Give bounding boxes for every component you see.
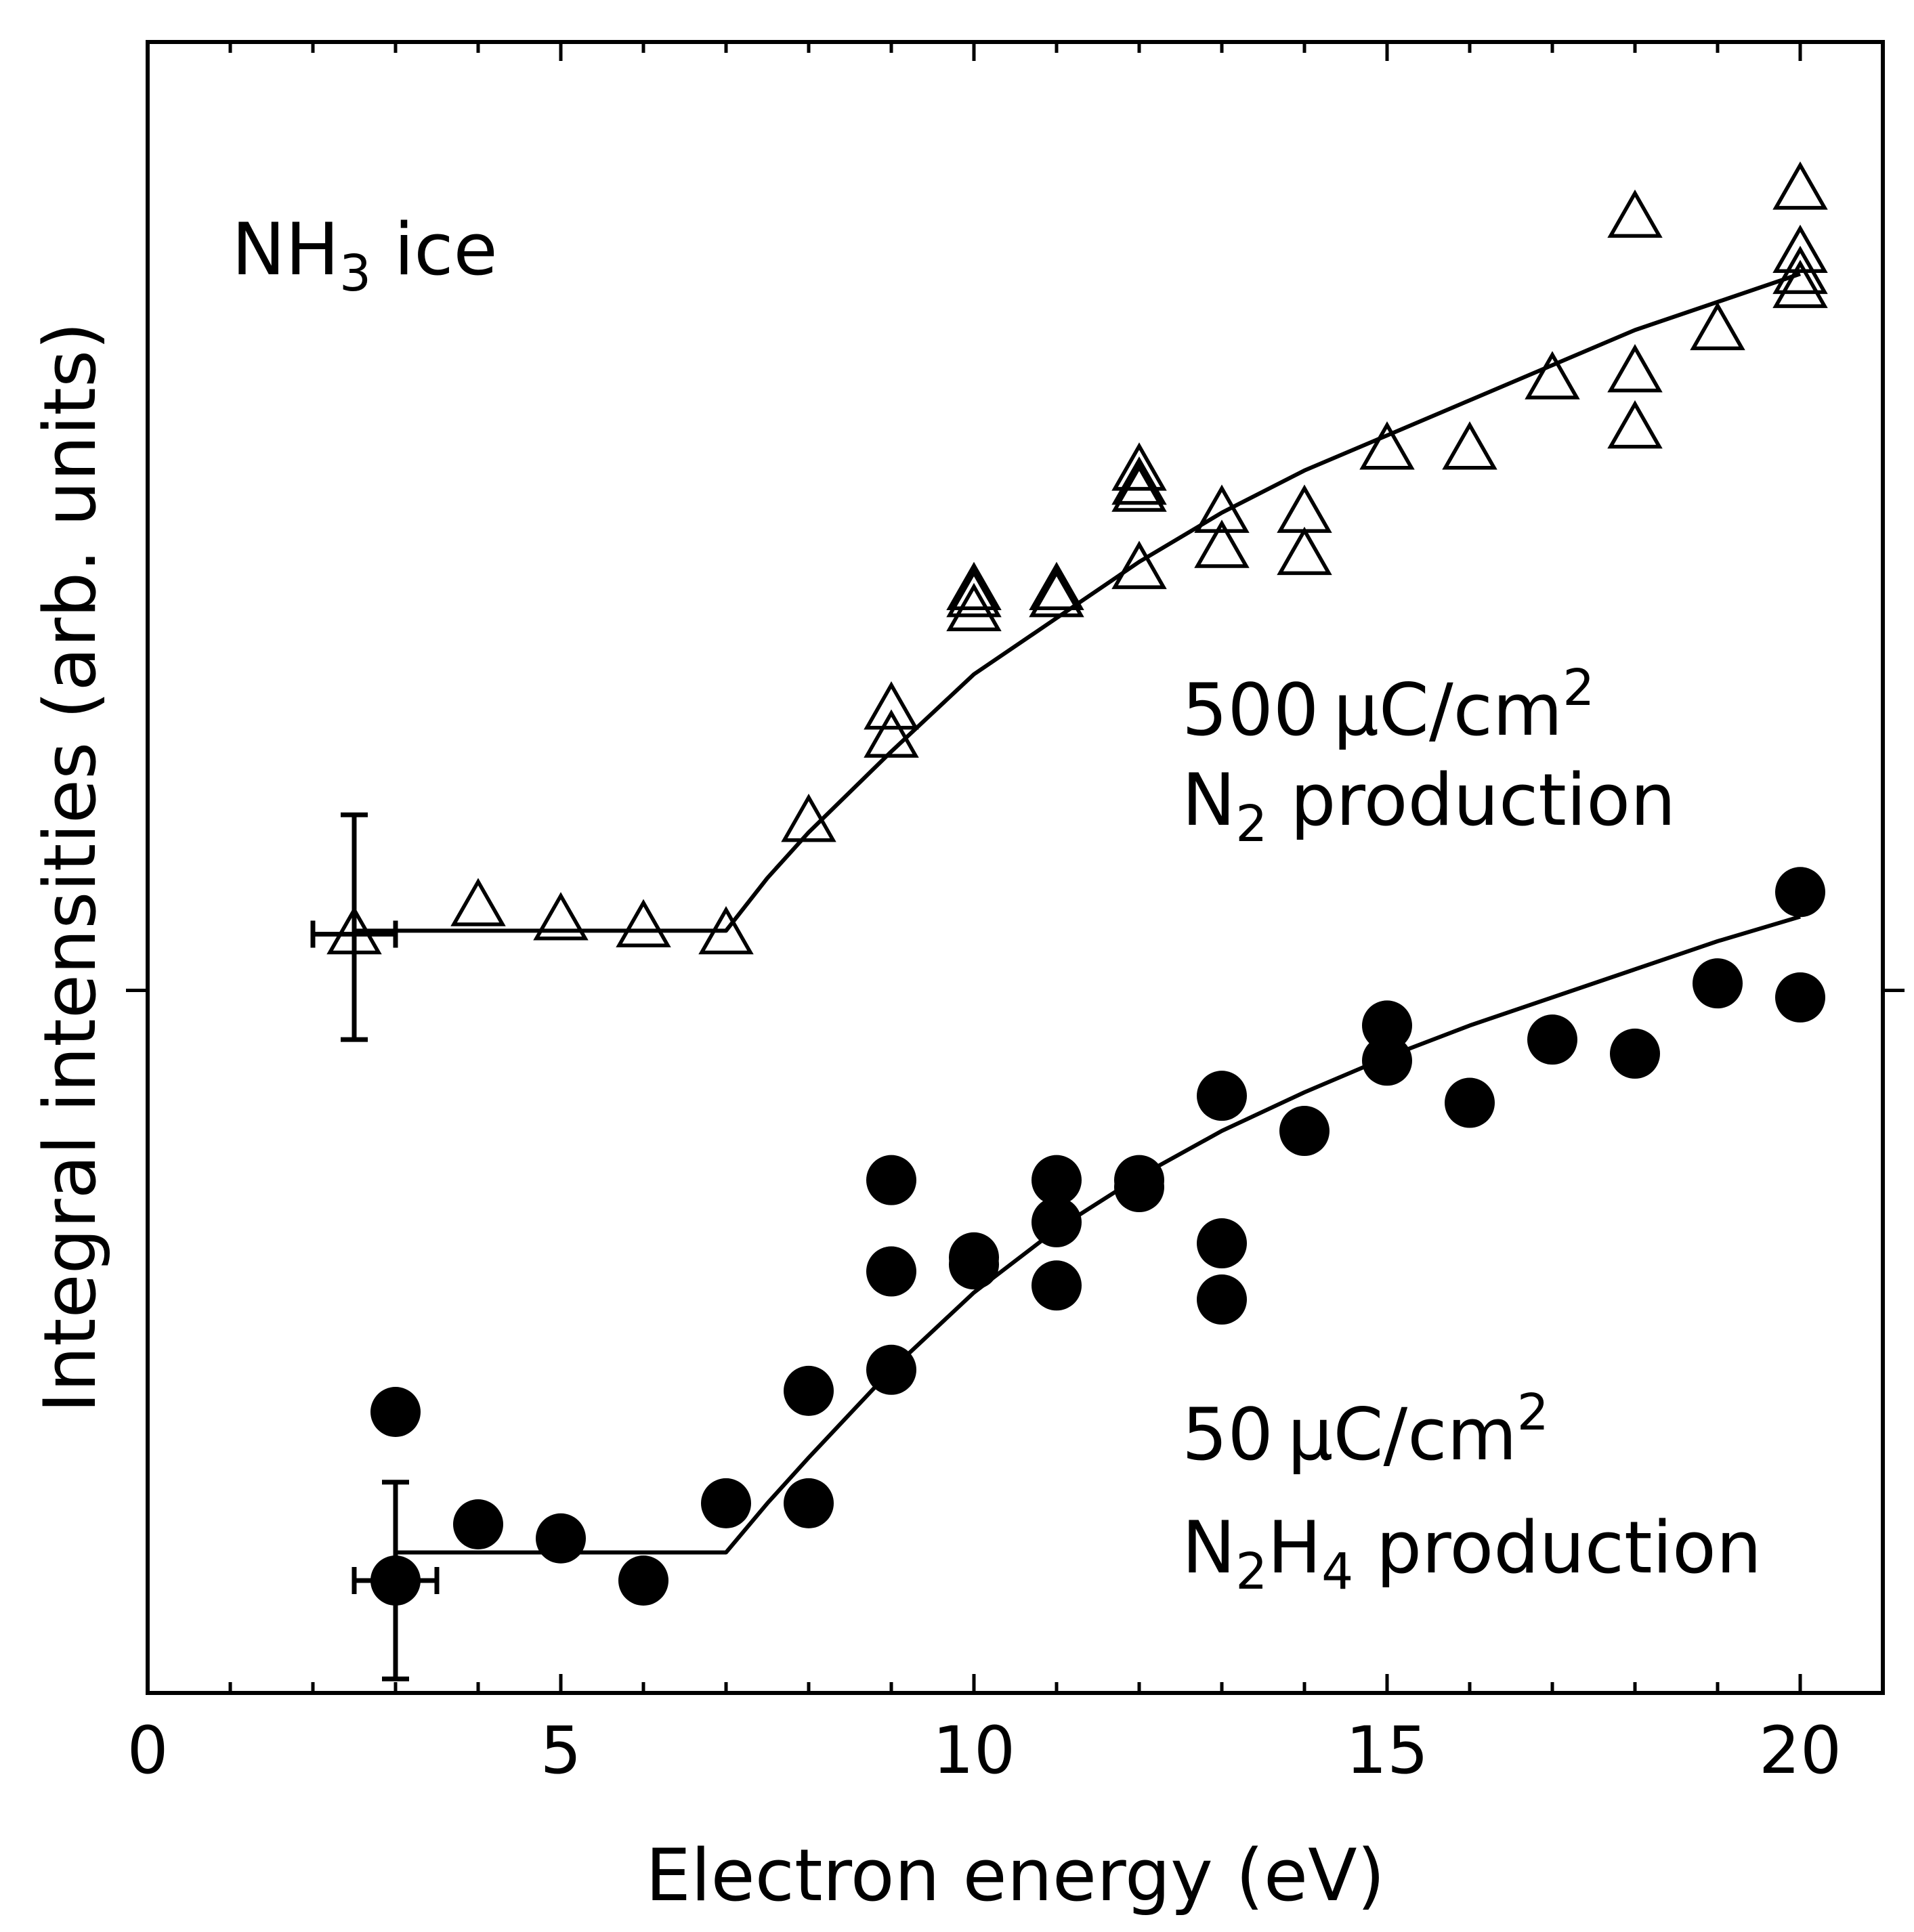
annotation-n2h4-dose-base: 50 μC/cm (1182, 1393, 1517, 1476)
data-point-circle (1527, 1014, 1577, 1065)
data-point-circle (1693, 958, 1743, 1009)
data-point-circle (1032, 1197, 1082, 1247)
annotation-n2h4-mid: H (1267, 1506, 1321, 1589)
x-tick-label: 5 (540, 1713, 581, 1788)
annotation-n2h4-after: production (1353, 1506, 1762, 1589)
data-point-circle (784, 1365, 834, 1416)
data-point-triangle (1194, 484, 1250, 533)
data-point-circle (1032, 1260, 1082, 1311)
data-point-circle (370, 1555, 421, 1606)
data-point-circle (370, 1387, 421, 1438)
data-point-triangle (1607, 344, 1663, 393)
x-tick-label: 20 (1759, 1713, 1842, 1788)
data-point-triangle (1029, 561, 1084, 610)
data-point-triangle (946, 569, 1002, 618)
data-point-triangle (1772, 259, 1828, 308)
data-point-circle (1775, 867, 1825, 918)
data-point-triangle (450, 878, 506, 926)
data-point-triangle (1111, 442, 1167, 491)
data-point-circle (1279, 1106, 1330, 1157)
data-point-triangle (781, 794, 836, 842)
data-point-triangle (1111, 540, 1167, 589)
annotation-nh3-after: ice (371, 208, 498, 291)
data-point-triangle (1772, 224, 1828, 273)
data-point-circle (866, 1155, 916, 1205)
data-point-circle (1610, 1028, 1660, 1079)
fit-line-series-1 (396, 914, 1801, 1555)
data-point-circle (618, 1555, 668, 1606)
x-tick-labels: 0 5 10 15 20 (127, 1713, 1842, 1788)
annotation-n2h4-base: N (1182, 1506, 1235, 1589)
x-tick-label: 10 (933, 1713, 1015, 1788)
data-point-circle (536, 1513, 586, 1564)
data-point-triangle (1772, 161, 1828, 210)
data-point-triangle (1607, 400, 1663, 449)
annotation-n2-dose-sup: 2 (1562, 659, 1594, 717)
data-point-triangle (1607, 189, 1663, 238)
data-point-triangle (1277, 526, 1332, 576)
annotation-n2-base: N (1182, 758, 1235, 842)
data-point-circle (701, 1478, 751, 1528)
data-point-triangle (1111, 456, 1167, 505)
x-axis-title: Electron energy (eV) (645, 1834, 1385, 1917)
annotation-nh3-sub: 3 (339, 244, 371, 303)
y-axis-title: Integral intensities (arb. units) (28, 322, 112, 1413)
data-point-circle (1362, 1000, 1412, 1051)
data-point-circle (1362, 1035, 1412, 1086)
data-point-circle (1775, 972, 1825, 1023)
data-point-triangle (698, 906, 754, 955)
plot-frame (146, 40, 1885, 1695)
error-bars (310, 812, 440, 1681)
annotation-n2h4-sub2: 4 (1321, 1543, 1353, 1601)
data-point-circle (866, 1246, 916, 1297)
fit-lines (354, 272, 1801, 1555)
data-markers (326, 161, 1828, 1606)
data-point-circle (784, 1478, 834, 1528)
data-point-triangle (1359, 421, 1415, 470)
data-point-triangle (1525, 351, 1580, 400)
data-point-triangle (946, 582, 1002, 632)
data-point-circle (1197, 1071, 1247, 1121)
annotation-n2-after: production (1267, 758, 1676, 842)
data-point-circle (1445, 1077, 1495, 1128)
data-point-circle (453, 1499, 503, 1550)
data-point-circle (1032, 1155, 1082, 1205)
tick-marks (126, 42, 1905, 1693)
x-tick-label: 15 (1346, 1713, 1428, 1788)
data-point-triangle (533, 892, 589, 941)
x-tick-label: 0 (127, 1713, 168, 1788)
annotation-n2h4-dose: 50 μC/cm2 (1182, 1383, 1549, 1476)
data-point-circle (1197, 1218, 1247, 1269)
data-point-triangle (1690, 301, 1745, 351)
data-point-triangle (946, 561, 1002, 610)
annotation-n2-production: N2 production (1182, 758, 1676, 853)
data-point-triangle (616, 899, 671, 947)
data-point-triangle (326, 906, 382, 955)
data-point-circle (1197, 1274, 1247, 1325)
data-point-triangle (864, 681, 919, 730)
annotation-nh3-base: NH (232, 208, 339, 291)
annotation-n2h4-production: N2H4 production (1182, 1506, 1762, 1601)
data-point-triangle (864, 709, 919, 758)
annotation-n2-sub: 2 (1235, 795, 1267, 853)
data-point-circle (866, 1344, 916, 1395)
data-point-circle (949, 1239, 999, 1290)
annotation-n2h4-sub1: 2 (1235, 1543, 1267, 1601)
annotation-n2-dose: 500 μC/cm2 (1182, 659, 1594, 752)
data-point-circle (1114, 1162, 1164, 1213)
annotation-nh3-ice: NH3 ice (232, 208, 498, 303)
data-point-triangle (1029, 569, 1084, 618)
data-point-triangle (1277, 484, 1332, 533)
fit-line-series-0 (354, 272, 1801, 933)
data-point-triangle (1194, 519, 1250, 568)
annotation-n2h4-dose-sup: 2 (1517, 1383, 1549, 1442)
data-point-triangle (1442, 421, 1497, 470)
annotation-n2-dose-base: 500 μC/cm (1182, 668, 1562, 752)
